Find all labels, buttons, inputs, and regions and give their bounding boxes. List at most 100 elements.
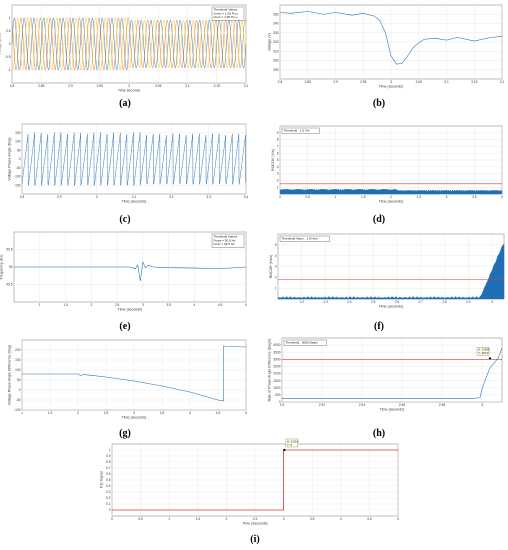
panel-label-d: (d) [372,214,386,225]
y-tick-label: 1500 [273,379,280,383]
y-tick-label: 150 [15,358,21,362]
x-tick-label: 3.15 [214,84,220,88]
x-tick-label: 2.8 [10,84,15,88]
legend-entry: Threshold Value : 1.8 Hz/s [282,237,319,241]
x-tick-label: 5 [245,411,247,415]
x-tick-label: 3 [128,84,130,88]
x-tick-label: 2.85 [305,80,311,84]
y-tick-label: -1 [8,68,11,72]
x-tick-label: 3 [491,300,493,304]
y-tick-label: 3 [275,265,277,269]
y-tick-label: 5 [277,158,279,162]
y-tick-label: 3 [277,172,279,176]
x-tick-label: 2.92 [319,403,325,407]
chart-panel-i: 0 0.5 1 1.5 2 2.5 3 3.5 4 4.5 5 0 0.1 0.2 0.3 0.4 0.5 0.6… [99,436,410,550]
y-tick-label: -50 [16,166,21,170]
x-tick-label: 2.8 [442,300,447,304]
x-tick-label: 2.9 [333,80,338,84]
x-tick-label: 3.3 [206,195,211,199]
y-tick-label: 200 [15,348,21,352]
x-tick-label: 3.5 [472,195,477,199]
legend-entry: Vmax = 1.05 Pu.u [214,11,239,15]
legend-entry: Threshold : 3000 Deg/s [286,341,319,345]
plot-area-h: 2.9 2.92 2.94 2.96 2.98 3 0 500 1000 1500 2000 2500… [267,337,503,412]
chart-panel-a: 2.8 2.85 2.9 2.95 3 3.05 3.1 3.15 3.2 -1 -0.5 0 0.5 1… [0,0,254,120]
x-tick-label: 3.4 [244,195,249,199]
series-line-h [282,347,503,399]
legend-box [211,233,245,248]
chart-b-svg: 2.8 2.85 2.9 2.95 3 3.05 3.1 3.15 3.2 290 300 310 32… [267,4,504,89]
x-axis-label: Time (seconds) [380,408,405,412]
panel-letter-i: i [253,534,257,545]
legend-entry: Threshold : 1.5 V/s [284,129,310,133]
y-tick-label: 0.4 [106,484,111,488]
chart-d-svg: 0 0.5 1 1.5 2 2.5 3 3.5 4 1 2 3 4 5 6 7 8 9 Time (seconds)… [271,125,503,204]
y-tick-label: 0.5 [6,29,11,33]
y-tick-label: 150 [15,131,21,135]
x-tick-label: 2.5 [104,411,109,415]
plot-area-i: 0 0.5 1 1.5 2 2.5 3 3.5 4 4.5 5 0 0.1 0.2 0.3 0.4 0.5 0.6… [99,438,399,526]
y-tick-label: 100 [15,140,21,144]
panel-label-h: (h) [372,428,386,439]
y-tick-label: 290 [273,68,279,72]
plot-area-b: 2.8 2.85 2.9 2.95 3 3.05 3.1 3.15 3.2 290 300 310 32… [267,4,504,89]
y-tick-label: -0.5 [5,55,11,59]
panel-label-b: (b) [372,98,386,109]
x-tick-label: 0 [111,517,113,521]
x-tick-label: 2.2 [300,300,305,304]
chart-a-svg: 2.8 2.85 2.9 2.95 3 3.05 3.1 3.15 3.2 -1 -0.5 0 0.5 1… [0,4,248,93]
x-tick-label: 1 [168,517,170,521]
legend-h: Threshold : 3000 Deg/s [283,339,327,346]
x-tick-label: 4.5 [218,303,223,307]
y-tick-label: 100 [15,368,21,372]
panel-label-i: (i) [250,534,260,545]
chart-panel-c: 2.8 2.9 3 3.1 3.2 3.3 3.4 -150 -100 -50 0 50 100 150 T… [0,118,254,228]
chart-h-svg: 2.9 2.92 2.94 2.96 2.98 3 0 500 1000 1500 2000 2500… [267,337,503,412]
x-tick-label: 1.5 [63,303,68,307]
panel-letter-h: h [376,428,382,439]
x-tick-label: 2.9 [466,300,471,304]
datatip-y: Y: 3072 [478,351,489,355]
x-tick-label: 2.6 [395,300,400,304]
x-tick-label: 2.9 [57,195,62,199]
series-line-phase-2 [11,17,247,71]
y-tick-label: 1 [109,448,111,452]
x-tick-label: 2.5 [253,517,258,521]
legend-f: Threshold Value : 1.8 Hz/s [279,235,330,242]
series-area-rocof [277,243,505,300]
y-tick-label: 50 [17,148,21,152]
x-tick-label: 2.8 [278,80,283,84]
panel-label-c: (c) [119,214,131,225]
x-tick-label: 2.8 [20,195,25,199]
legend-entry: Threshold Values [214,8,238,12]
plot-area-a: 2.8 2.85 2.9 2.95 3 3.05 3.1 3.15 3.2 -1 -0.5 0 0.5 1… [0,4,248,93]
x-tick-label: 1 [335,195,337,199]
datatip-marker [283,448,286,452]
panel-letter-d: d [376,214,382,225]
x-tick-label: 5 [245,303,247,307]
x-tick-label: 1.5 [48,411,53,415]
y-tick-label: 0 [19,157,21,161]
x-tick-label: 4 [501,195,503,199]
y-tick-label: 50 [17,378,21,382]
y-tick-label: 350 [273,12,279,16]
series-line-phase-angle [21,132,246,186]
y-tick-label: 340 [273,22,279,26]
x-tick-label: 3.05 [155,84,161,88]
y-tick-label: 4 [275,254,277,258]
x-axis-label: Time seconds [118,89,140,93]
plot-area-d: 0 0.5 1 1.5 2 2.5 3 3.5 4 1 2 3 4 5 6 7 8 9 Time (seconds)… [271,125,503,204]
y-axis-label: Voltage Phase Angle (Deg) [7,137,11,180]
y-tick-label: -50 [16,398,21,402]
panel-letter-f: f [377,321,381,332]
x-tick-label: 4 [194,303,196,307]
y-tick-label: 500 [275,393,281,397]
x-tick-label: 4.5 [216,411,221,415]
x-tick-label: 2.9 [280,403,285,407]
y-tick-label: 0 [19,388,21,392]
legend-box [283,339,327,346]
x-tick-label: 1.5 [196,517,201,521]
chart-i-svg: 0 0.5 1 1.5 2 2.5 3 3.5 4 4.5 5 0 0.1 0.2 0.3 0.4 0.5 0.6… [99,438,399,526]
y-tick-label: 0.5 [106,478,111,482]
